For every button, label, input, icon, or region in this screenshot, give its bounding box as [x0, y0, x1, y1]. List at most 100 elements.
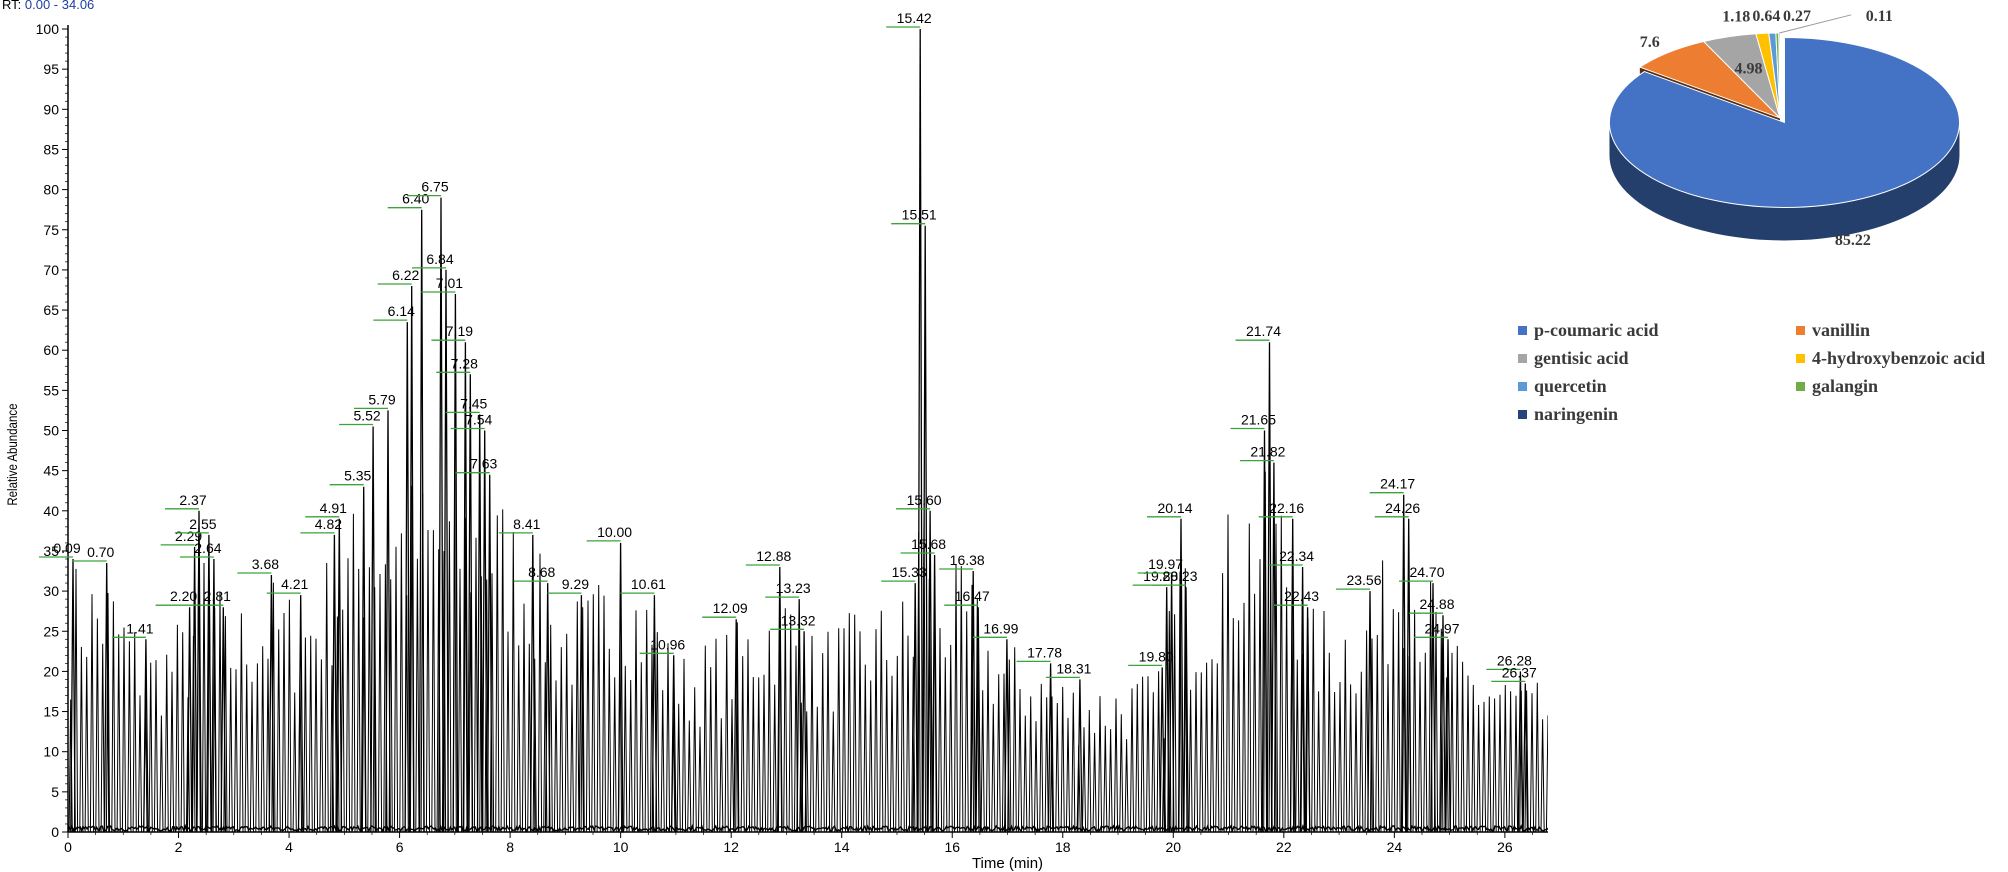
peak-17.78: [1047, 663, 1054, 833]
legend-swatch: [1518, 382, 1527, 391]
legend-item: 4-hydroxybenzoic acid: [1796, 348, 1985, 369]
peak-2.81: [220, 607, 227, 833]
peak-6.84: [443, 269, 449, 833]
peak-21.65: [1261, 430, 1268, 833]
peak-label: 10.96: [650, 636, 685, 652]
x-tick-label: 22: [1276, 839, 1292, 855]
legend-label: 4-hydroxybenzoic acid: [1812, 348, 1986, 368]
peak-24.17: [1400, 494, 1407, 833]
peak-24.70: [1430, 583, 1436, 833]
peak-label: 2.20: [170, 588, 197, 604]
peak-label: 1.41: [126, 620, 153, 636]
peak-4.82: [331, 534, 338, 833]
peak-label: 16.47: [955, 588, 990, 604]
peak-label: 22.43: [1284, 588, 1319, 604]
peak-label: 20.23: [1162, 568, 1197, 584]
x-tick-label: 2: [175, 839, 183, 855]
peak-6.14: [404, 322, 411, 833]
peak-label: 0.09: [53, 540, 80, 556]
y-tick-label: 20: [43, 663, 59, 679]
y-tick-label: 40: [43, 503, 59, 519]
peak-label: 2.37: [179, 492, 206, 508]
peak-label: 23.56: [1346, 572, 1381, 588]
peak-15.33: [912, 583, 919, 833]
peak-label: 24.70: [1409, 564, 1444, 580]
peak-4.21: [297, 595, 304, 833]
peak-5.52: [370, 426, 376, 833]
legend-swatch: [1796, 326, 1805, 335]
peak-10.00: [617, 542, 624, 833]
rt-range-label: RT: 0.00 - 34.06: [2, 0, 94, 12]
legend-label: galangin: [1812, 376, 1879, 396]
peak-2.64: [211, 558, 217, 833]
peak-label: 7.19: [446, 323, 473, 339]
x-tick-label: 14: [834, 839, 850, 855]
peak-label: 22.16: [1269, 500, 1304, 516]
peak-label: 22.34: [1279, 548, 1314, 564]
x-tick-label: 26: [1497, 839, 1513, 855]
y-tick-label: 25: [43, 623, 59, 639]
peak-24.97: [1445, 639, 1451, 833]
legend-item: vanillin: [1796, 320, 1870, 341]
peak-label: 2.64: [194, 540, 221, 556]
peak-label: 24.97: [1424, 620, 1459, 636]
peak-label: 6.40: [402, 191, 429, 207]
y-tick-label: 15: [43, 704, 59, 720]
peak-label: 5.52: [353, 408, 380, 424]
x-tick-label: 16: [944, 839, 960, 855]
y-tick-label: 75: [43, 222, 59, 238]
peak-23.56: [1367, 591, 1373, 833]
pie-value-label: 0.27: [1783, 8, 1811, 25]
rt-range: 0.00 - 34.06: [24, 0, 95, 12]
peak-label: 20.14: [1157, 500, 1192, 516]
peak-label: 26.37: [1502, 664, 1537, 680]
chromatogram-trace: [68, 471, 1548, 833]
peak-6.75: [438, 197, 444, 833]
y-axis-title: Relative Abundance: [4, 404, 20, 506]
peak-label: 4.21: [281, 576, 308, 592]
composition-pie-chart: 85.22 7.6 4.98 1.18 0.64 0.27 0.11: [1609, 8, 1960, 249]
peak-8.41: [529, 534, 536, 833]
peak-22.34: [1299, 566, 1306, 833]
peak-label: 12.09: [713, 600, 748, 616]
y-tick-label: 70: [43, 262, 59, 278]
peak-7.28: [467, 374, 474, 833]
y-tick-label: 0: [51, 824, 59, 840]
pie-value-label: 1.18: [1722, 8, 1750, 25]
x-tick-label: 6: [396, 839, 404, 855]
pie-value-label: 4.98: [1735, 61, 1763, 78]
peak-2.55: [206, 534, 212, 833]
peak-label: 12.88: [756, 548, 791, 564]
peak-3.68: [268, 574, 275, 833]
peak-label: 0.70: [87, 544, 114, 560]
peak-20.23: [1183, 587, 1189, 833]
peak-21.74: [1266, 342, 1273, 833]
peak-label: 8.68: [528, 564, 555, 580]
peak-label: 26.28: [1497, 652, 1532, 668]
peak-6.22: [408, 285, 415, 833]
rt-prefix: RT:: [2, 0, 22, 12]
legend-swatch: [1796, 382, 1805, 391]
peak-5.79: [385, 410, 391, 833]
legend-item: quercetin: [1518, 376, 1607, 397]
peak-label: 16.38: [950, 552, 985, 568]
peak-22.43: [1304, 607, 1311, 833]
legend-label: vanillin: [1812, 320, 1871, 340]
peak-19.80: [1159, 667, 1166, 833]
peak-label: 18.31: [1056, 660, 1091, 676]
peak-label: 6.14: [388, 303, 415, 319]
peak-7.19: [462, 342, 469, 833]
peak-label: 13.32: [781, 612, 816, 628]
peak-9.29: [578, 595, 585, 833]
peak-label: 5.35: [344, 468, 371, 484]
x-tick-label: 10: [613, 839, 629, 855]
peak-2.20: [186, 607, 193, 833]
peak-19.97: [1168, 574, 1175, 833]
chromatogram-chart: 0510152025303540455055606570758085909510…: [4, 10, 1548, 872]
peak-22.16: [1289, 518, 1296, 833]
legend-swatch: [1796, 354, 1805, 363]
peak-13.32: [801, 631, 807, 833]
peak-18.31: [1077, 679, 1083, 833]
peak-0.70: [103, 562, 110, 833]
peak-label: 15.60: [907, 492, 942, 508]
